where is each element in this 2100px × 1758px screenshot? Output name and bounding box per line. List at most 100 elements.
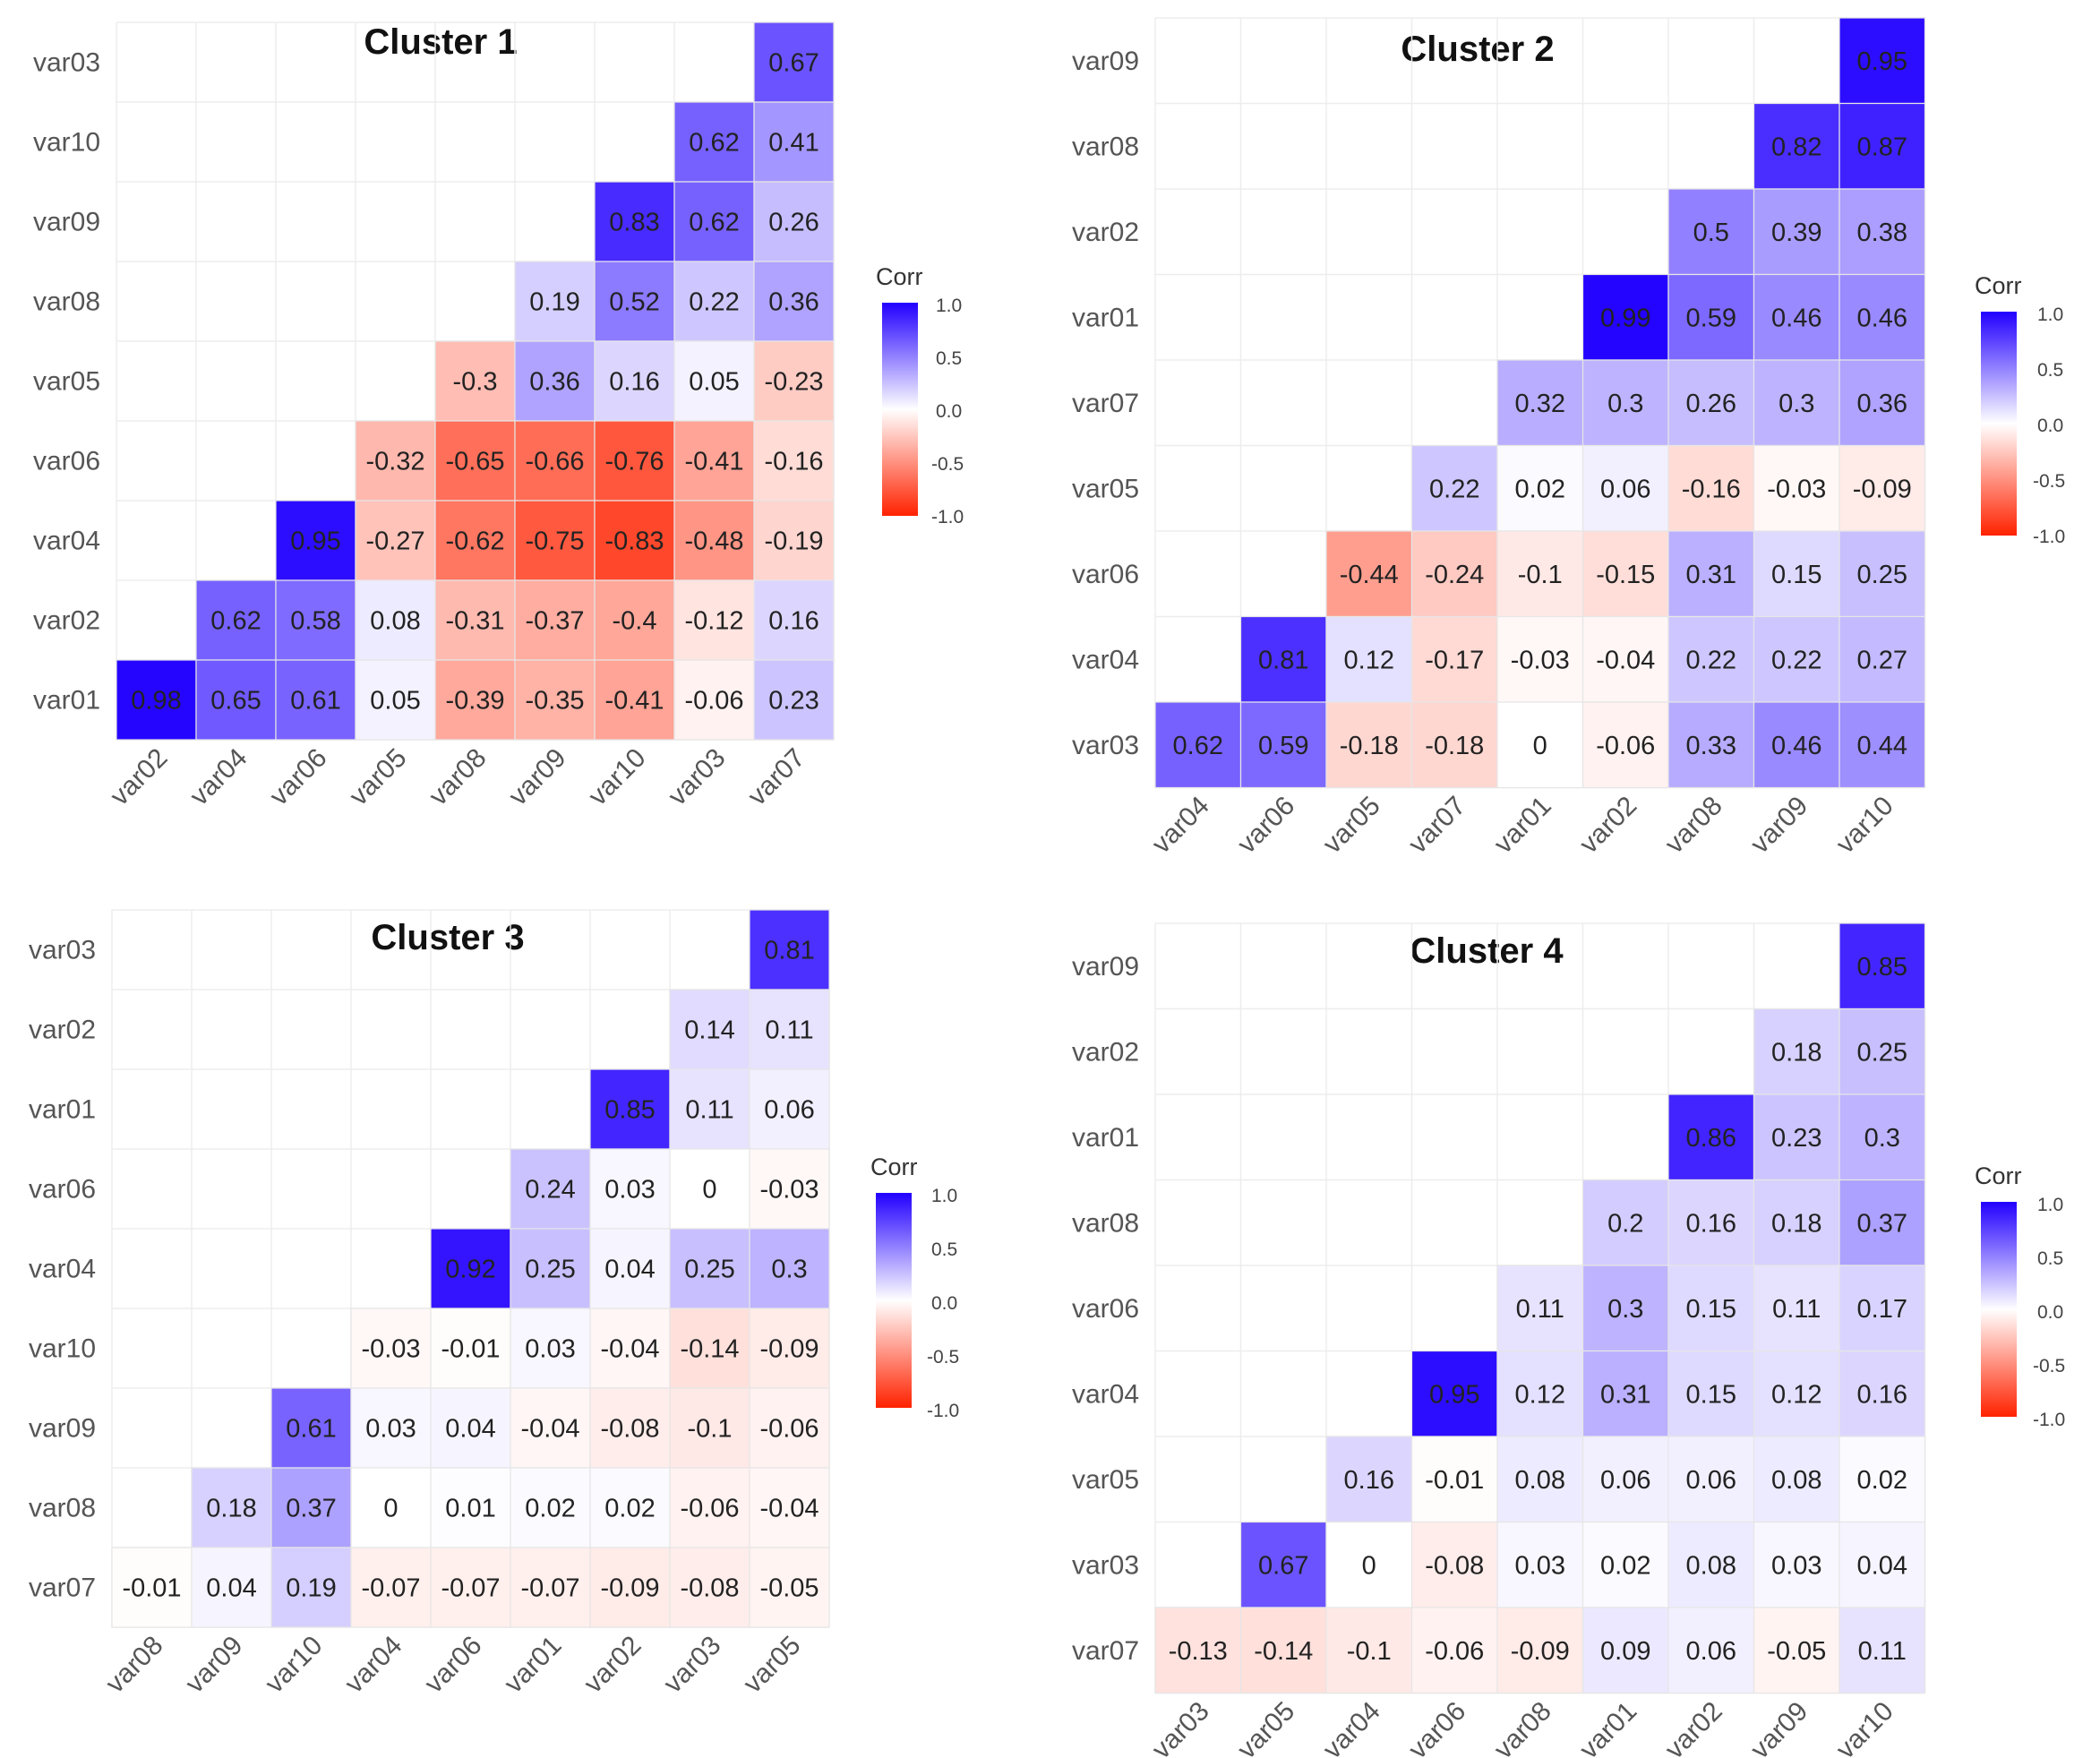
x-tick-label: var09	[180, 1631, 248, 1699]
cell-value-label: -0.09	[600, 1574, 659, 1603]
cell-value-label: 0.27	[1857, 646, 1907, 674]
heatmap-cell	[594, 659, 675, 741]
cell-value-label: 0.25	[684, 1256, 734, 1284]
cell-value-label: 0.03	[604, 1176, 655, 1205]
cluster-3-heatmap: 0.81 0.14 0.11 0.85 0.11 0.06 0.24 0.03 0 -0.03 0.…	[29, 909, 830, 1699]
heatmap-cell	[1839, 1093, 1926, 1181]
y-tick-label: var07	[29, 1574, 96, 1603]
cell-value-label: 0.81	[764, 937, 814, 965]
cell-value-label: -0.35	[525, 687, 584, 716]
cell-value-label: 0.62	[210, 607, 261, 636]
cell-value-label: 0.05	[689, 368, 739, 397]
heatmap-cell	[1753, 530, 1840, 618]
cell-value-label: 0.26	[1686, 390, 1736, 418]
y-tick-label: var08	[29, 1494, 96, 1523]
cell-value-label: -0.01	[441, 1335, 500, 1364]
heatmap-cell	[1410, 1521, 1498, 1608]
heatmap-cell	[1239, 1521, 1327, 1608]
y-tick-label: var07	[1072, 389, 1139, 418]
heatmap-cell	[753, 340, 835, 422]
heatmap-cell	[350, 1467, 432, 1548]
heatmap-cell	[1410, 701, 1498, 789]
cell-value-label: -0.13	[1169, 1637, 1228, 1666]
heatmap-cell	[1154, 701, 1242, 789]
cell-value-label: 0.95	[1429, 1380, 1479, 1409]
legend-tick-label: -0.5	[2033, 471, 2065, 492]
cell-value-label: 0.25	[525, 1256, 575, 1284]
x-tick-label: var02	[105, 743, 173, 811]
heatmap-cell	[510, 1547, 591, 1628]
cell-value-label: -0.18	[1425, 732, 1484, 760]
heatmap-cell	[270, 1387, 352, 1469]
y-tick-label: var06	[1072, 560, 1139, 589]
heatmap-cell	[434, 340, 516, 422]
heatmap-cell	[510, 1308, 591, 1389]
cell-value-label: 0.36	[529, 368, 579, 397]
cell-value-label: 0.12	[1771, 1380, 1821, 1409]
legend-tick-label: 1.0	[2037, 1195, 2063, 1215]
cell-value-label: 0.44	[1857, 732, 1907, 760]
cell-value-label: 0.04	[206, 1574, 256, 1603]
heatmap-cell	[1496, 359, 1584, 447]
cell-value-label: 0.67	[1258, 1551, 1308, 1580]
cell-value-label: -0.17	[1425, 646, 1484, 674]
cell-value-label: -0.16	[764, 448, 823, 476]
heatmap-cell	[673, 261, 755, 342]
cell-value-label: 0.02	[1515, 475, 1565, 503]
cell-value-label: 0.04	[604, 1256, 655, 1284]
cell-value-label: -0.48	[684, 527, 743, 556]
cell-value-label: 0.23	[1771, 1124, 1821, 1153]
heatmap-cell	[1667, 1607, 1755, 1694]
heatmap-cell	[1753, 1265, 1840, 1352]
x-tick-label: var06	[1403, 1696, 1471, 1758]
heatmap-cell	[753, 101, 835, 183]
heatmap-cell	[673, 659, 755, 741]
heatmap-cell	[434, 420, 516, 502]
x-tick-label: var04	[339, 1631, 407, 1699]
cell-value-label: 0.11	[1858, 1637, 1907, 1666]
x-tick-label: var01	[1574, 1696, 1642, 1758]
heatmap-cell	[350, 1387, 432, 1469]
cluster-1-panel: Cluster 1 0.670.62 0.410.83 0.62 0.260.19 0.…	[33, 21, 964, 811]
cell-value-label: 0.65	[210, 687, 261, 716]
cell-value-label: -0.06	[759, 1415, 819, 1444]
heatmap-cell	[275, 579, 356, 661]
cell-value-label: -0.04	[600, 1335, 659, 1364]
heatmap-cell	[1753, 1008, 1840, 1095]
heatmap-cell	[1667, 1350, 1755, 1437]
cell-value-label: -0.06	[684, 687, 743, 716]
cell-value-label: 0.36	[1857, 390, 1907, 418]
legend-title: Corr	[870, 1153, 918, 1180]
cell-value-label: -0.76	[604, 448, 664, 476]
heatmap-cell	[1581, 1521, 1669, 1608]
cell-value-label: 0.59	[1686, 304, 1736, 332]
cell-value-label: -0.03	[1767, 475, 1826, 503]
cell-value-label: 0.11	[1516, 1295, 1564, 1324]
cluster-2-legend: Corr 1.0 0.5 0.0 -0.5 -1.0	[1975, 272, 2065, 547]
x-tick-label: var08	[1659, 791, 1727, 859]
cell-value-label: -0.27	[365, 527, 424, 556]
heatmap-cell	[669, 1547, 750, 1628]
heatmap-cell	[1410, 1350, 1498, 1437]
heatmap-cell	[434, 659, 516, 741]
heatmap-cell	[1410, 615, 1498, 703]
cell-value-label: 0.37	[1857, 1209, 1907, 1238]
heatmap-cell	[1239, 1607, 1327, 1694]
cell-value-label: 0.06	[1600, 1466, 1650, 1495]
heatmap-cell	[191, 1547, 272, 1628]
y-tick-label: var04	[1072, 645, 1139, 674]
cell-value-label: 0.02	[604, 1495, 655, 1523]
cluster-2-heatmap: 0.95 0.82 0.87 0.5 0.39 0.38 0.99 0.59 0.46 0.46 0…	[1072, 17, 1926, 860]
cell-value-label: 0.31	[1600, 1380, 1650, 1409]
heatmap-cell	[589, 1068, 671, 1150]
cell-value-label: 0.39	[1771, 219, 1821, 247]
heatmap-cell	[1325, 615, 1413, 703]
heatmap-cell	[1753, 701, 1840, 789]
cell-value-label: 0.33	[1686, 732, 1736, 760]
heatmap-cell	[514, 579, 596, 661]
cell-value-label: -0.44	[1340, 561, 1399, 589]
cell-value-label: -0.1	[688, 1415, 733, 1444]
y-tick-label: var05	[1072, 1465, 1139, 1495]
cell-value-label: -0.16	[1682, 475, 1741, 503]
cell-value-label: 0.01	[445, 1495, 495, 1523]
